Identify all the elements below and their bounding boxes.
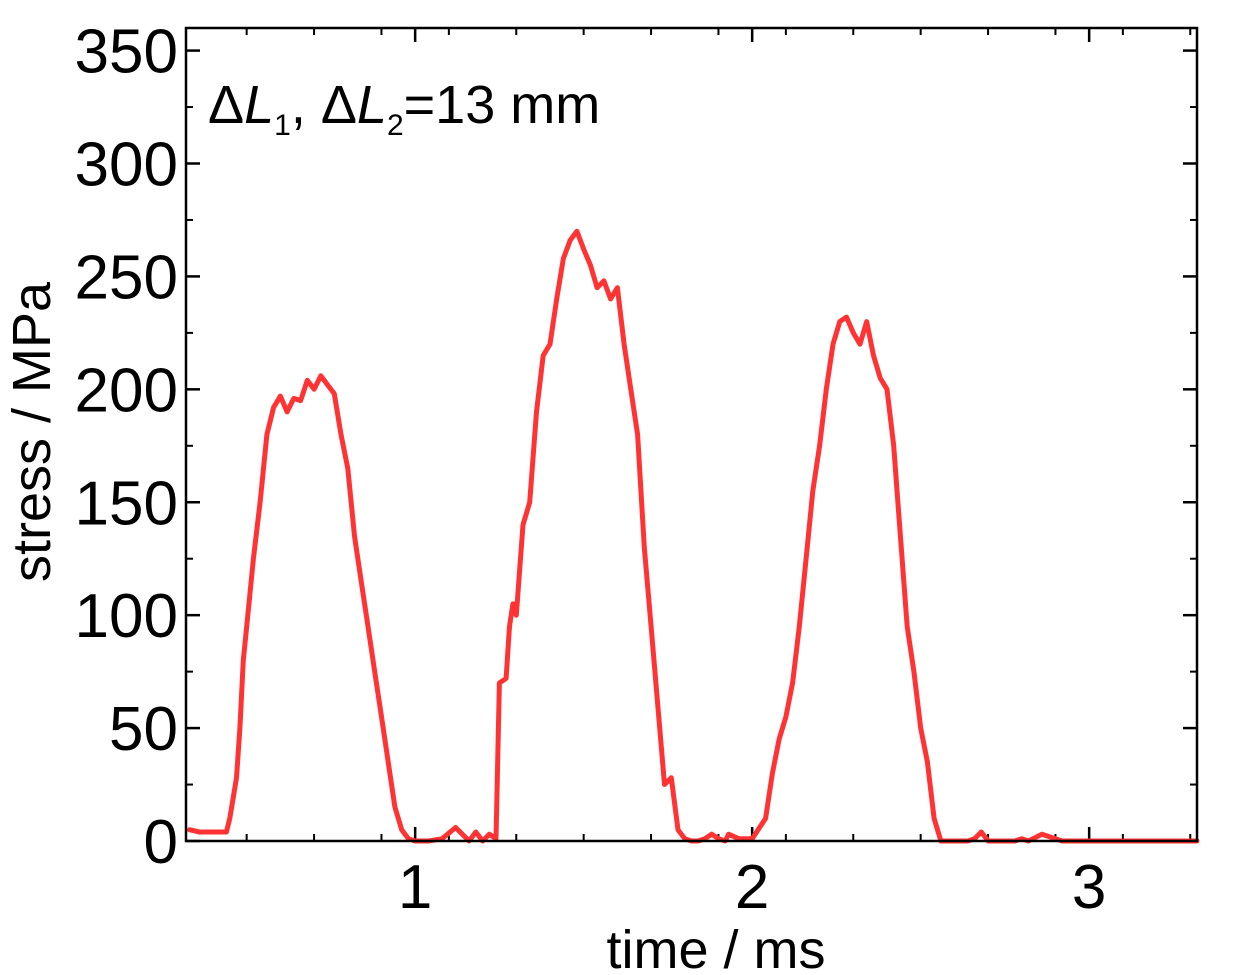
- annotation-separator: ,: [291, 75, 321, 135]
- plot-frame: [184, 26, 1199, 843]
- annotation-value: =13 mm: [404, 75, 601, 135]
- y-tick-labels: 0 50 100 150 200 250 300 350: [75, 18, 178, 877]
- x-tick-label-1: 1: [398, 853, 432, 922]
- annotation-l-1: L: [244, 75, 274, 135]
- x-tick-label-2: 2: [735, 853, 769, 922]
- y-tick-label-350: 350: [75, 18, 178, 87]
- y-tick-label-100: 100: [75, 582, 178, 651]
- annotation-l-2: L: [357, 75, 387, 135]
- x-axis-title: time / ms: [606, 920, 825, 975]
- annotation-sub-2: 2: [387, 109, 404, 142]
- y-tick-label-50: 50: [109, 695, 178, 764]
- series-layer: [186, 228, 1200, 844]
- plot-annotation: ΔL1, ΔL2=13 mm: [208, 75, 600, 142]
- y-tick-label-150: 150: [75, 469, 178, 538]
- x-tick-labels: 1 2 3: [398, 853, 1106, 922]
- axis-ticks: [186, 28, 1197, 843]
- y-tick-label-0: 0: [144, 808, 178, 877]
- y-tick-label-300: 300: [75, 131, 178, 200]
- y-tick-label-250: 250: [75, 243, 178, 312]
- x-tick-label-3: 3: [1072, 853, 1106, 922]
- y-axis-title: stress / MPa: [2, 281, 62, 582]
- annotation-delta-2: Δ: [321, 75, 357, 135]
- annotation-sub-1: 1: [274, 109, 291, 142]
- y-tick-label-200: 200: [75, 356, 178, 425]
- series-line-0: [186, 228, 1200, 844]
- annotation-delta-1: Δ: [208, 75, 244, 135]
